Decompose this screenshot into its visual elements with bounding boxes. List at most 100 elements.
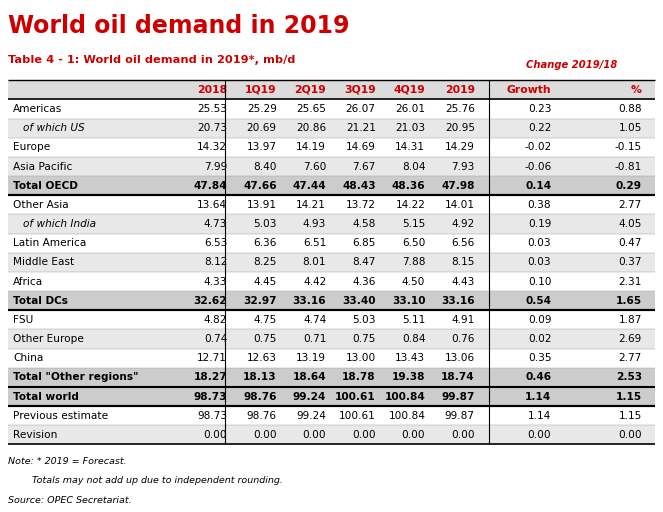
Text: 0.00: 0.00: [528, 430, 552, 440]
Text: Total OECD: Total OECD: [13, 181, 78, 190]
FancyBboxPatch shape: [8, 80, 655, 99]
Text: 14.22: 14.22: [395, 200, 425, 210]
Text: 4.74: 4.74: [303, 315, 326, 325]
Text: 14.32: 14.32: [197, 142, 227, 153]
Text: 47.66: 47.66: [243, 181, 276, 190]
Text: 0.22: 0.22: [528, 123, 552, 133]
Text: Europe: Europe: [13, 142, 50, 153]
Text: 99.24: 99.24: [296, 411, 326, 421]
Text: Other Europe: Other Europe: [13, 334, 84, 344]
Text: 25.53: 25.53: [197, 104, 227, 114]
Text: FSU: FSU: [13, 315, 34, 325]
Text: 1.15: 1.15: [616, 392, 642, 401]
Text: of which India: of which India: [23, 219, 95, 229]
Text: 2.77: 2.77: [619, 200, 642, 210]
Text: 14.21: 14.21: [296, 200, 326, 210]
Text: 18.74: 18.74: [441, 372, 475, 382]
Text: 13.91: 13.91: [247, 200, 276, 210]
Text: 0.47: 0.47: [619, 238, 642, 248]
Text: 1.15: 1.15: [619, 411, 642, 421]
Text: 2.31: 2.31: [619, 276, 642, 287]
Text: 0.02: 0.02: [528, 334, 552, 344]
Text: 0.29: 0.29: [616, 181, 642, 190]
Text: 6.85: 6.85: [352, 238, 376, 248]
Text: 12.71: 12.71: [198, 353, 227, 363]
Text: 48.43: 48.43: [342, 181, 376, 190]
Text: 100.84: 100.84: [389, 411, 425, 421]
Text: 4.93: 4.93: [303, 219, 326, 229]
FancyBboxPatch shape: [8, 329, 655, 349]
Text: 100.61: 100.61: [335, 392, 376, 401]
Text: 99.87: 99.87: [445, 411, 475, 421]
Text: 33.16: 33.16: [441, 296, 475, 306]
FancyBboxPatch shape: [8, 119, 655, 138]
Text: 0.76: 0.76: [452, 334, 475, 344]
Text: 13.97: 13.97: [247, 142, 276, 153]
Text: 0.75: 0.75: [352, 334, 376, 344]
FancyBboxPatch shape: [8, 425, 655, 444]
Text: 8.15: 8.15: [452, 258, 475, 267]
Text: Table 4 - 1: World oil demand in 2019*, mb/d: Table 4 - 1: World oil demand in 2019*, …: [8, 55, 295, 65]
Text: 8.40: 8.40: [253, 162, 276, 172]
Text: 2Q19: 2Q19: [294, 85, 326, 95]
Text: 47.44: 47.44: [292, 181, 326, 190]
Text: 6.53: 6.53: [204, 238, 227, 248]
Text: 20.95: 20.95: [445, 123, 475, 133]
Text: Total DCs: Total DCs: [13, 296, 68, 306]
Text: 1.14: 1.14: [528, 411, 552, 421]
Text: 18.13: 18.13: [243, 372, 276, 382]
Text: 33.10: 33.10: [392, 296, 425, 306]
Text: 18.64: 18.64: [292, 372, 326, 382]
Text: 0.14: 0.14: [525, 181, 552, 190]
FancyBboxPatch shape: [8, 157, 655, 176]
Text: 25.29: 25.29: [247, 104, 276, 114]
Text: 6.56: 6.56: [452, 238, 475, 248]
Text: 4.05: 4.05: [619, 219, 642, 229]
Text: Growth: Growth: [507, 85, 552, 95]
Text: 12.63: 12.63: [247, 353, 276, 363]
Text: 4Q19: 4Q19: [394, 85, 425, 95]
Text: 0.88: 0.88: [618, 104, 642, 114]
FancyBboxPatch shape: [8, 310, 655, 329]
FancyBboxPatch shape: [8, 138, 655, 157]
Text: Africa: Africa: [13, 276, 44, 287]
Text: 13.64: 13.64: [197, 200, 227, 210]
Text: 13.00: 13.00: [345, 353, 376, 363]
Text: 0.03: 0.03: [528, 238, 552, 248]
Text: 7.99: 7.99: [204, 162, 227, 172]
Text: 0.37: 0.37: [619, 258, 642, 267]
Text: 14.01: 14.01: [445, 200, 475, 210]
Text: 33.40: 33.40: [342, 296, 376, 306]
Text: -0.81: -0.81: [615, 162, 642, 172]
Text: 98.76: 98.76: [243, 392, 276, 401]
Text: Source: OPEC Secretariat.: Source: OPEC Secretariat.: [8, 496, 132, 505]
Text: 1.87: 1.87: [619, 315, 642, 325]
Text: 8.12: 8.12: [204, 258, 227, 267]
Text: 4.42: 4.42: [303, 276, 326, 287]
Text: 5.03: 5.03: [352, 315, 376, 325]
Text: 5.15: 5.15: [402, 219, 425, 229]
Text: 4.91: 4.91: [452, 315, 475, 325]
Text: 47.84: 47.84: [194, 181, 227, 190]
Text: 0.71: 0.71: [303, 334, 326, 344]
Text: 0.46: 0.46: [525, 372, 552, 382]
FancyBboxPatch shape: [8, 195, 655, 215]
Text: Americas: Americas: [13, 104, 62, 114]
Text: Middle East: Middle East: [13, 258, 74, 267]
Text: 18.78: 18.78: [342, 372, 376, 382]
Text: Latin America: Latin America: [13, 238, 87, 248]
Text: 19.38: 19.38: [392, 372, 425, 382]
Text: Total "Other regions": Total "Other regions": [13, 372, 139, 382]
Text: -0.06: -0.06: [524, 162, 552, 172]
Text: Total world: Total world: [13, 392, 79, 401]
Text: Change 2019/18: Change 2019/18: [526, 60, 617, 70]
Text: 0.35: 0.35: [528, 353, 552, 363]
Text: 20.73: 20.73: [197, 123, 227, 133]
Text: 6.36: 6.36: [253, 238, 276, 248]
Text: 0.84: 0.84: [402, 334, 425, 344]
Text: 0.00: 0.00: [253, 430, 276, 440]
Text: 26.07: 26.07: [345, 104, 376, 114]
FancyBboxPatch shape: [8, 291, 655, 310]
Text: 13.43: 13.43: [395, 353, 425, 363]
Text: Asia Pacific: Asia Pacific: [13, 162, 73, 172]
